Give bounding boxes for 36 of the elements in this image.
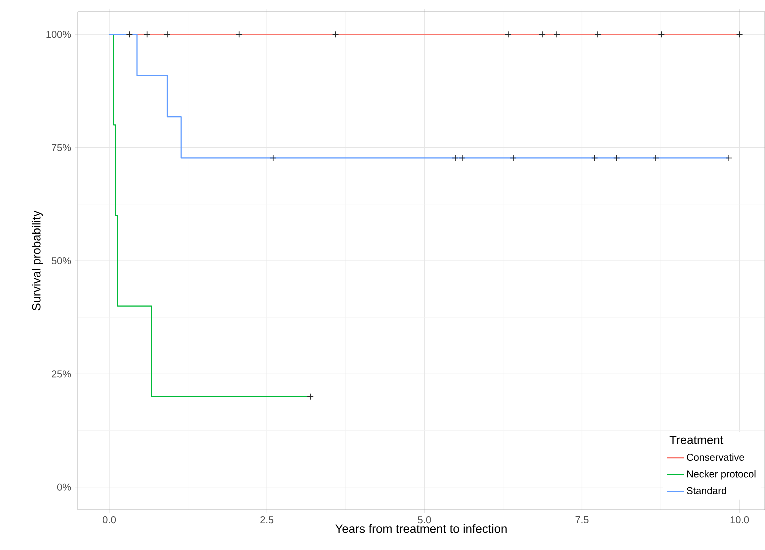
x-tick-label: 7.5 [576,516,589,524]
y-tick-label: 25% [52,370,72,378]
point [652,154,660,162]
point [332,31,340,38]
point [510,154,517,162]
point [236,31,243,38]
y-tick-label: 100% [46,31,72,38]
point [307,393,314,400]
point [505,31,512,38]
point [613,154,620,162]
point [126,31,134,38]
y-tick-label: 0% [57,484,72,491]
x-axis-title: Years from treatment to infection [336,524,507,534]
y-axis-title: Survival probability [32,210,44,311]
point [164,31,171,38]
legend-label: Conservative [687,454,744,462]
y-tick-label: 75% [52,144,72,152]
point [452,154,459,162]
y-tick-label: 50% [52,257,72,265]
point [539,31,546,38]
legend-title: Treatment [670,436,724,444]
x-tick-label: 2.5 [260,516,274,524]
point [658,31,666,38]
point [554,31,560,38]
point [736,31,744,38]
legend-label: Necker protocol [687,470,756,480]
x-tick-label: 5.0 [418,516,432,524]
x-tick-label: 10.0 [730,516,750,524]
point [591,154,598,162]
point [726,154,732,162]
point [594,31,602,38]
point [270,154,277,162]
point [144,31,151,38]
x-tick-label: 0.0 [102,516,116,524]
legend-label: Standard [687,487,726,494]
point [459,154,466,162]
